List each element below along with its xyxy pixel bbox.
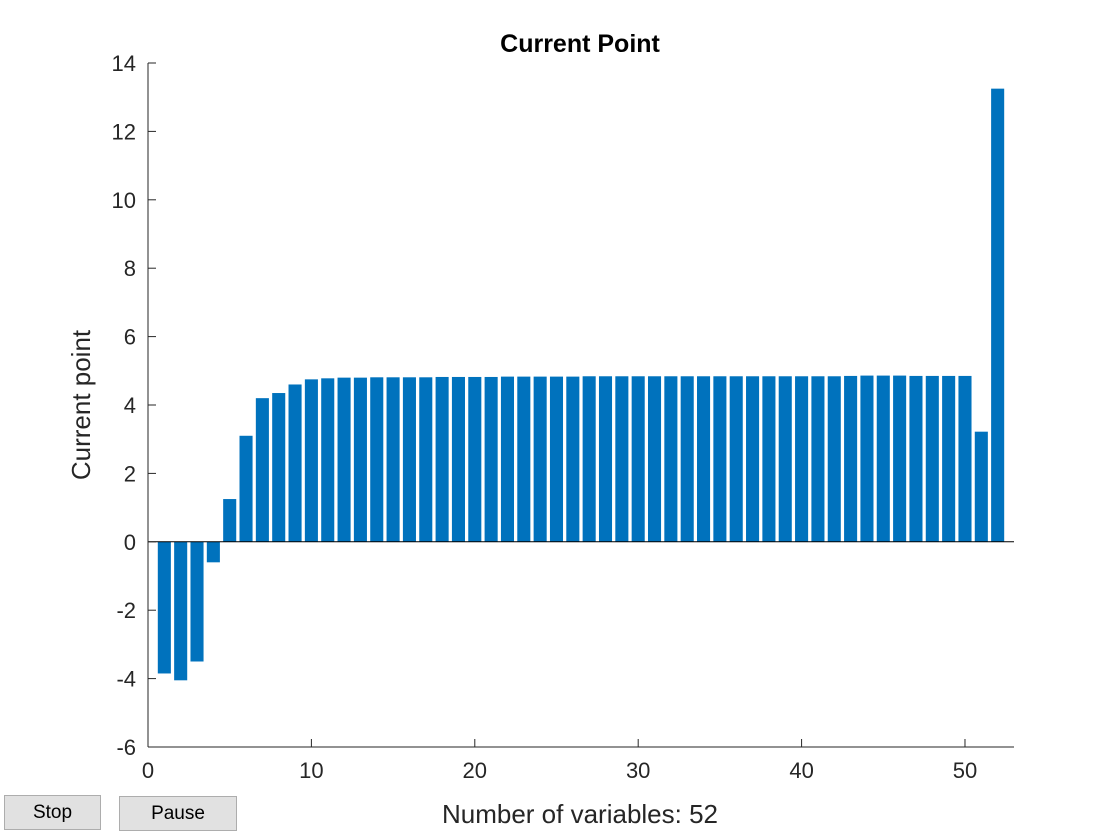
x-tick-label: 40 bbox=[789, 758, 813, 783]
y-tick-label: 10 bbox=[112, 188, 136, 213]
bar bbox=[844, 375, 858, 542]
bar bbox=[746, 376, 760, 542]
bar bbox=[860, 375, 874, 542]
bar bbox=[909, 375, 923, 542]
y-tick-label: 8 bbox=[124, 256, 136, 281]
chart-title: Current Point bbox=[500, 30, 660, 58]
y-tick-label: -6 bbox=[116, 735, 136, 760]
bar bbox=[157, 541, 171, 674]
bar bbox=[451, 376, 465, 542]
pause-button[interactable]: Pause bbox=[119, 796, 237, 831]
bar bbox=[272, 393, 286, 542]
y-tick-label: -4 bbox=[116, 667, 136, 692]
bar bbox=[647, 376, 662, 542]
bar bbox=[664, 376, 678, 542]
bar bbox=[500, 376, 515, 542]
bar bbox=[484, 376, 498, 542]
bar bbox=[615, 376, 629, 542]
bar bbox=[370, 377, 384, 542]
x-tick-label: 50 bbox=[953, 758, 977, 783]
bar bbox=[190, 541, 204, 662]
y-tick-label: 6 bbox=[124, 325, 136, 350]
bar bbox=[435, 376, 449, 542]
bar bbox=[762, 376, 776, 542]
bar bbox=[321, 378, 335, 542]
bar bbox=[337, 377, 351, 542]
bar bbox=[255, 398, 269, 542]
bar bbox=[827, 376, 841, 542]
bar bbox=[811, 376, 825, 542]
bar bbox=[795, 376, 809, 542]
x-tick-label: 30 bbox=[626, 758, 650, 783]
bar bbox=[468, 376, 482, 542]
bar bbox=[598, 376, 613, 542]
y-axis-label: Current point bbox=[66, 329, 96, 480]
bar bbox=[778, 376, 792, 542]
bar bbox=[419, 377, 433, 542]
bar bbox=[304, 379, 318, 542]
bar bbox=[958, 375, 972, 542]
bar bbox=[680, 376, 694, 542]
bar bbox=[893, 375, 907, 542]
bar bbox=[729, 376, 743, 542]
bar bbox=[925, 375, 939, 542]
x-axis-label: Number of variables: 52 bbox=[442, 799, 718, 829]
bar bbox=[288, 384, 302, 542]
bar bbox=[713, 376, 727, 542]
y-tick-label: 2 bbox=[124, 461, 136, 486]
y-tick-label: 4 bbox=[124, 393, 136, 418]
axes: -6 -4 -2 0 2 4 6 8 10 12 14 0 10 20 30 40 50 bbox=[112, 51, 1014, 783]
bar bbox=[223, 499, 237, 542]
y-tick-label: 14 bbox=[112, 51, 136, 76]
bar bbox=[991, 88, 1005, 542]
bar bbox=[533, 376, 547, 542]
bar bbox=[549, 376, 564, 542]
bar bbox=[206, 541, 220, 563]
bar bbox=[697, 376, 711, 542]
x-tick-label: 20 bbox=[463, 758, 487, 783]
bar bbox=[876, 375, 890, 542]
y-tick-label: 0 bbox=[124, 530, 136, 555]
bar bbox=[239, 435, 253, 542]
bar bbox=[566, 376, 580, 542]
bar bbox=[386, 377, 400, 542]
bars bbox=[157, 88, 1005, 681]
x-tick-label: 10 bbox=[299, 758, 323, 783]
bar bbox=[353, 377, 367, 542]
bar bbox=[974, 431, 988, 542]
y-tick-label: -2 bbox=[116, 598, 136, 623]
bar bbox=[174, 541, 188, 681]
bar bbox=[631, 376, 645, 542]
bar bbox=[517, 376, 531, 542]
bar bbox=[942, 375, 956, 542]
bar bbox=[402, 377, 416, 542]
x-tick-label: 0 bbox=[142, 758, 154, 783]
bar bbox=[582, 376, 596, 542]
stop-button[interactable]: Stop bbox=[4, 795, 101, 830]
y-tick-label: 12 bbox=[112, 119, 136, 144]
